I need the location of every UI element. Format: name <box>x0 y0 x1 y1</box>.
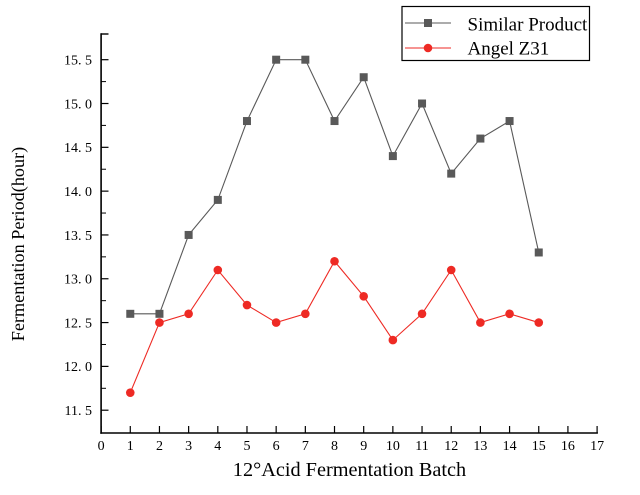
svg-text:15: 15 <box>532 439 546 454</box>
svg-text:1: 1 <box>127 439 134 454</box>
svg-text:10: 10 <box>386 439 400 454</box>
svg-text:8: 8 <box>331 439 338 454</box>
svg-text:13. 5: 13. 5 <box>64 229 92 244</box>
svg-text:7: 7 <box>302 439 309 454</box>
svg-text:11. 5: 11. 5 <box>65 404 92 419</box>
svg-text:Fermentation Period(hour): Fermentation Period(hour) <box>8 147 29 341</box>
svg-text:15. 5: 15. 5 <box>64 54 92 69</box>
svg-text:13: 13 <box>473 439 487 454</box>
svg-text:3: 3 <box>185 439 192 454</box>
svg-text:11: 11 <box>415 439 428 454</box>
svg-text:14. 0: 14. 0 <box>64 185 92 200</box>
svg-text:12. 5: 12. 5 <box>64 316 92 331</box>
svg-text:14. 5: 14. 5 <box>64 141 92 156</box>
svg-text:12. 0: 12. 0 <box>64 360 92 375</box>
svg-text:6: 6 <box>273 439 280 454</box>
svg-text:12°Acid Fermentation Batch: 12°Acid Fermentation Batch <box>233 459 466 481</box>
svg-text:4: 4 <box>214 439 221 454</box>
svg-text:0: 0 <box>98 439 105 454</box>
svg-text:16: 16 <box>561 439 575 454</box>
svg-text:9: 9 <box>360 439 367 454</box>
svg-text:14: 14 <box>503 439 517 454</box>
svg-text:2: 2 <box>156 439 163 454</box>
svg-text:5: 5 <box>243 439 250 454</box>
svg-text:Angel Z31: Angel Z31 <box>468 39 550 60</box>
svg-text:17: 17 <box>590 439 604 454</box>
svg-text:12: 12 <box>444 439 458 454</box>
svg-text:15. 0: 15. 0 <box>64 97 92 112</box>
svg-text:Similar Product: Similar Product <box>468 15 589 36</box>
svg-text:13. 0: 13. 0 <box>64 273 92 288</box>
